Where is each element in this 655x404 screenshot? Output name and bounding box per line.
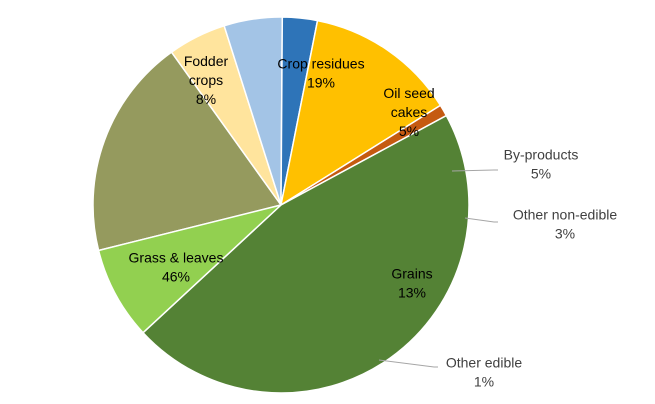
slice-label-fodder-crops: Fodder crops 8% (184, 53, 229, 107)
slice-label-grains: Grains 13% (391, 266, 432, 301)
slice-labels: Crop residues 19% Oil seed cakes 5% By-produc… (129, 53, 618, 390)
leader-lines (378, 169, 498, 368)
pie-slice-grass-and-leaves (141, 114, 470, 394)
pie-slice-grains (279, 19, 442, 207)
pie-slices (92, 16, 470, 394)
slice-label-grass-and-leaves: Grass & leaves 46% (129, 250, 224, 285)
leader-line-other-non-edible (464, 217, 498, 223)
slice-label-crop-residues: Crop residues 19% (277, 56, 364, 91)
slice-label-by-products: By-products 5% (504, 147, 579, 182)
leader-line-by-products (451, 169, 498, 172)
pie-slice-fodder-crops (97, 204, 282, 334)
leader-line-other-edible (378, 359, 438, 368)
pie-slice-crop-residues (92, 51, 283, 252)
slice-label-other-edible: Other edible 1% (446, 355, 522, 390)
slice-label-oil-seed-cakes: Oil seed cakes 5% (383, 85, 434, 139)
slice-label-other-non-edible: Other non-edible 3% (513, 207, 618, 242)
